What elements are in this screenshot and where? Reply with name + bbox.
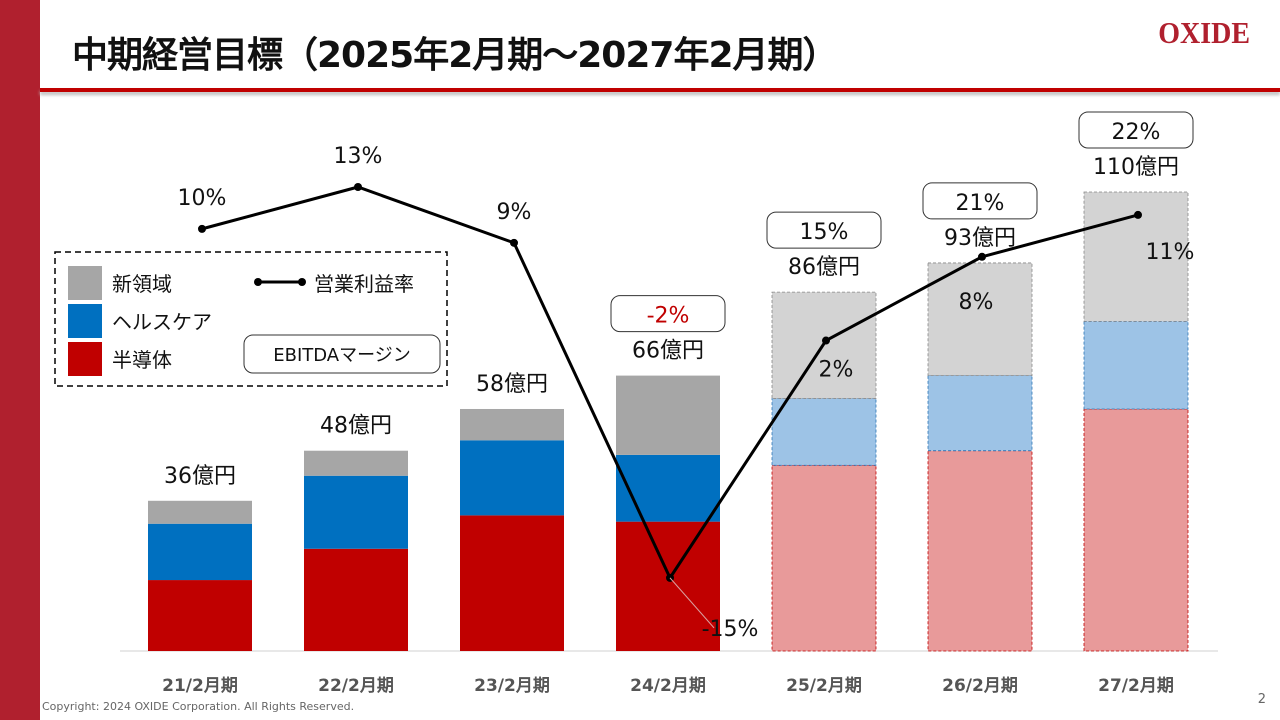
x-tick-label: 27/2月期: [1098, 676, 1174, 696]
title-rule: [40, 88, 1280, 92]
x-tick-label: 23/2月期: [474, 676, 550, 696]
legend-swatch: [68, 266, 102, 300]
line-label: 9%: [497, 200, 532, 225]
bar-segment-新領域: [460, 408, 564, 441]
ebitda-label: 22%: [1112, 120, 1161, 145]
ebitda-box: [1078, 111, 1194, 149]
x-tick-label: 25/2月期: [786, 676, 862, 696]
bar-total-label: 66億円: [632, 339, 704, 364]
bar-segment-ヘルスケア: [616, 454, 720, 522]
bar-segment-半導体: [148, 580, 252, 651]
ebitda-box: [766, 211, 882, 249]
ebitda-label: 15%: [800, 220, 849, 245]
bar-segment-半導体: [771, 464, 877, 652]
leader-line: [669, 577, 715, 629]
bar-total-label: 58億円: [476, 372, 548, 397]
line-point: [354, 183, 362, 191]
line-point: [822, 336, 830, 345]
page-title: 中期経営目標（2025年2月期～2027年2月期）: [72, 35, 838, 76]
ebitda-label: 21%: [956, 191, 1005, 216]
line-point: [510, 238, 518, 247]
line-label: -15%: [702, 617, 759, 642]
legend-dot: [254, 278, 262, 286]
bar-segment-ヘルスケア: [304, 475, 408, 549]
bar-total-label: 93億円: [944, 226, 1016, 251]
bar-total-label: 36億円: [164, 464, 236, 489]
side-band: [0, 0, 40, 720]
line-label: 11%: [1146, 240, 1195, 265]
bar-segment-ヘルスケア: [1083, 320, 1189, 410]
x-tick-label: 22/2月期: [318, 676, 394, 696]
bar-segment-半導体: [304, 548, 408, 651]
x-tick-label: 24/2月期: [630, 676, 706, 696]
legend-label: ヘルスケア: [112, 310, 212, 334]
legend-ebitda-box: [243, 334, 441, 374]
bar-segment-新領域: [148, 500, 252, 524]
legend-label: EBITDAマージン: [273, 345, 411, 366]
legend-label: 営業利益率: [314, 272, 414, 296]
legend-dot: [298, 278, 306, 286]
bar-segment-ヘルスケア: [148, 523, 252, 581]
bar-segment-新領域: [304, 450, 408, 476]
line-point: [1134, 210, 1142, 219]
oxide-logo: OXIDE: [1158, 16, 1250, 51]
line-label: 10%: [178, 186, 227, 211]
line-label: 13%: [334, 144, 383, 169]
bar-segment-新領域: [1083, 191, 1189, 322]
legend-swatch: [68, 342, 102, 376]
ebitda-box: [922, 182, 1038, 220]
legend-label: 半導体: [112, 348, 172, 372]
legend-label: 新領域: [112, 272, 172, 296]
bar-segment-半導体: [616, 521, 720, 651]
bar-segment-新領域: [927, 262, 1033, 377]
ebitda-label: -2%: [647, 304, 690, 329]
bar-segment-ヘルスケア: [927, 375, 1033, 452]
line-point: [198, 224, 206, 233]
line-point: [978, 252, 986, 261]
bar-total-label: 110億円: [1093, 155, 1179, 180]
x-tick-label: 21/2月期: [162, 676, 238, 696]
bar-segment-新領域: [616, 375, 720, 455]
x-tick-label: 26/2月期: [942, 676, 1018, 696]
bar-segment-ヘルスケア: [771, 398, 877, 466]
bar-segment-半導体: [460, 515, 564, 651]
copyright: Copyright: 2024 OXIDE Corporation. All R…: [42, 700, 355, 713]
page-number: 2: [1257, 692, 1266, 707]
line-label: 8%: [959, 290, 994, 315]
legend-swatch: [68, 304, 102, 338]
line-label: 2%: [819, 358, 854, 383]
bar-total-label: 86億円: [788, 255, 860, 280]
bar-total-label: 48億円: [320, 414, 392, 439]
bar-segment-ヘルスケア: [460, 440, 564, 516]
ebitda-box: [610, 295, 726, 333]
bar-segment-半導体: [1083, 408, 1189, 652]
bar-segment-半導体: [927, 450, 1033, 652]
